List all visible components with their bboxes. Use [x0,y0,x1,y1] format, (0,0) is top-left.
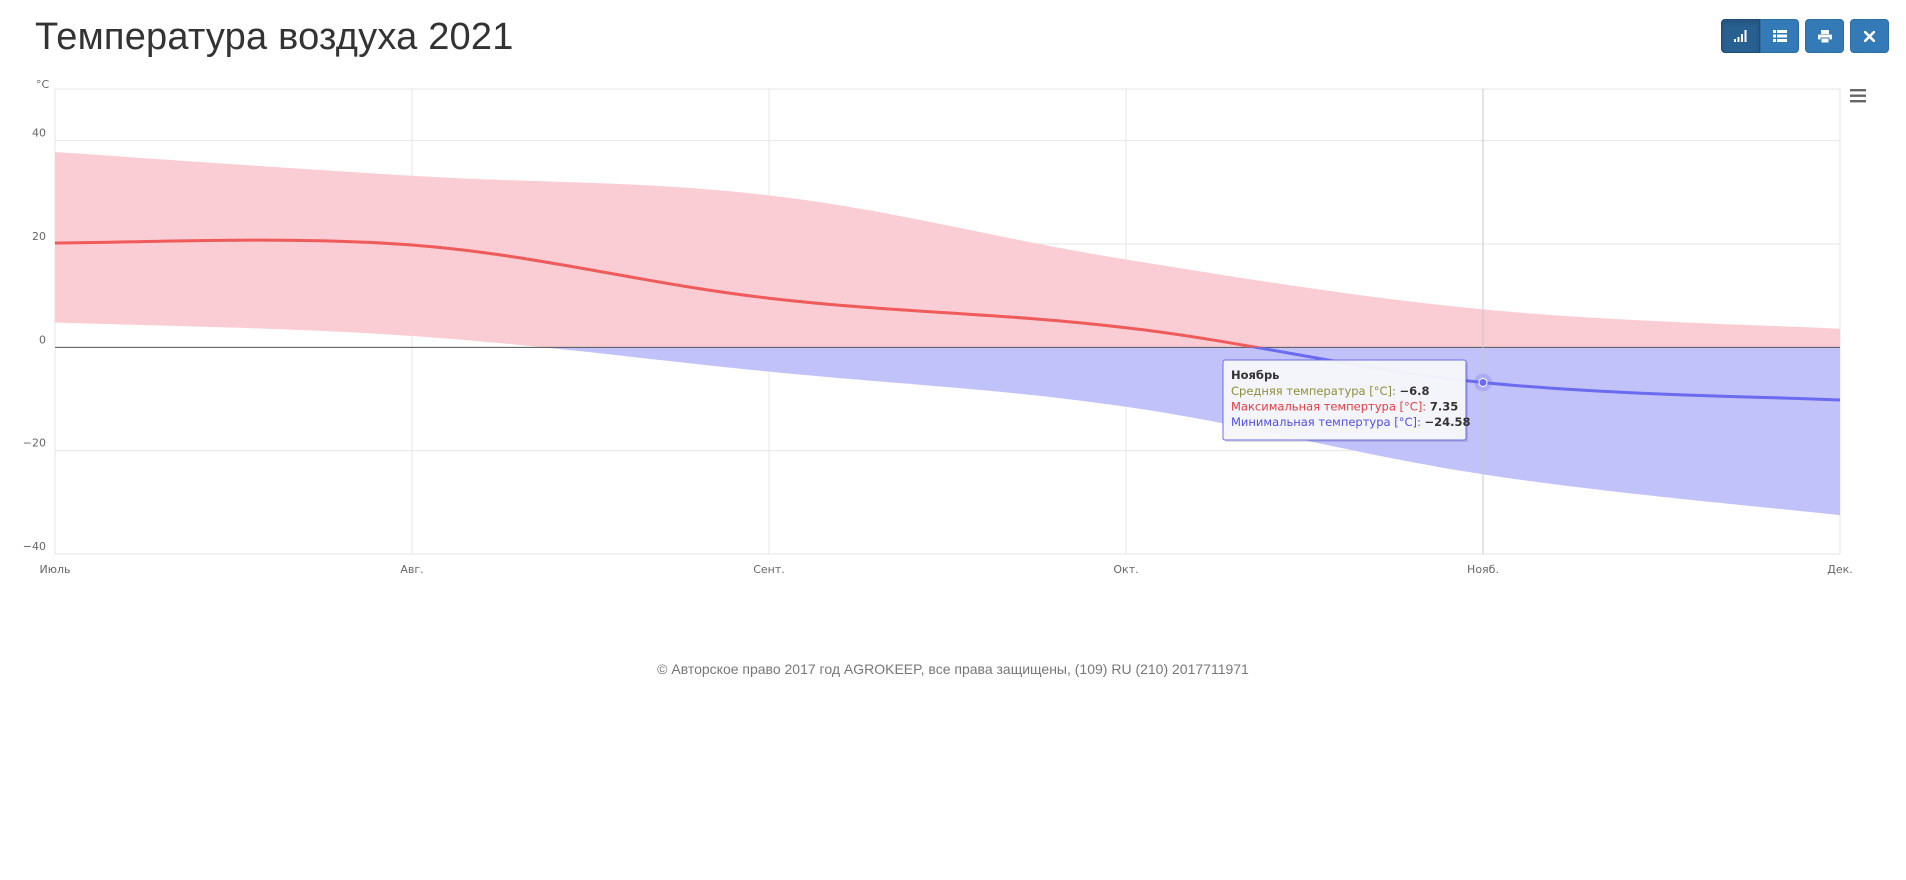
tooltip-row: Средняя температура [°C]: −6.8 [1231,384,1430,398]
view-toggle-group [1721,19,1799,53]
y-tick-label: 40 [32,127,46,140]
x-tick-label: Авг. [400,563,423,576]
close-group [1850,19,1889,53]
x-tick-label: Июль [39,563,70,576]
page-title: Температура воздуха 2021 [35,16,514,58]
series-line-average-negative [1247,347,1840,402]
tooltip-row-value: 7.35 [1430,400,1458,414]
hover-point [1478,377,1488,387]
tooltip-title: Ноябрь [1231,368,1279,382]
tooltip-row-label: Максимальная темпертура [°C]: [1231,400,1430,414]
print-group [1805,19,1844,53]
signal-icon [1733,30,1746,42]
x-tick-label: Дек. [1827,563,1853,576]
y-axis-unit-label: °C [36,78,50,91]
tooltip-box [1222,359,1467,441]
x-tick-label: Окт. [1113,563,1138,576]
tooltip-row-value: −6.8 [1400,384,1430,398]
table-view-button[interactable] [1760,19,1799,53]
x-tick-label: Сент. [753,563,785,576]
toolbar [1715,19,1889,53]
print-icon [1817,29,1832,43]
x-tick-label: Нояб. [1467,563,1499,576]
range-area-below-zero [543,347,1840,516]
tooltip-row-label: Средняя температура [°C]: [1231,384,1400,398]
tooltip-row-value: −24.58 [1425,415,1471,429]
chart-view-button[interactable] [1721,19,1760,53]
chart-menu-button[interactable] [1846,86,1870,106]
tooltip-row: Минимальная темпертура [°C]: −24.58 [1231,415,1471,429]
y-tick-label: −20 [23,437,46,450]
footer-copyright: © Авторское право 2017 год AGROKEEP, все… [657,661,1249,677]
temperature-chart: °C 40 20 0 −20 −40 Июль Авг. Сент. Окт. Нояб. Дек. … [0,70,1906,590]
series-line-average [55,238,1265,348]
tooltip-row-label: Минимальная темпертура [°C]: [1231,415,1425,429]
hamburger-menu-icon [1850,89,1866,103]
y-tick-label: −40 [23,540,46,553]
list-icon [1772,30,1787,42]
close-icon [1864,30,1875,42]
y-tick-label: 0 [39,333,46,346]
tooltip-row: Максимальная темпертура [°C]: 7.35 [1231,400,1458,414]
range-area-above-zero [55,152,1840,348]
close-button[interactable] [1850,19,1889,53]
y-tick-label: 20 [32,230,46,243]
print-button[interactable] [1805,19,1844,53]
